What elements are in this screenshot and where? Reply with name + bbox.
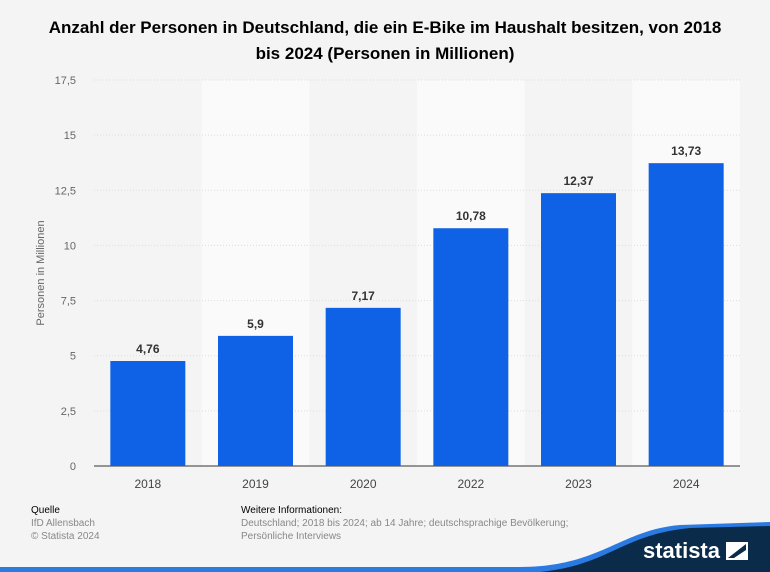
x-tick-label: 2018	[134, 477, 161, 491]
x-tick-label: 2019	[242, 477, 269, 491]
x-tick-label: 2020	[350, 477, 377, 491]
info-block: Weitere Informationen: Deutschland; 2018…	[241, 504, 568, 543]
data-label: 7,17	[351, 289, 375, 303]
bar[interactable]	[541, 193, 616, 466]
bar-chart: 0 2,5 5 7,5 10 12,5 15 17,5 Personen in Millione…	[35, 75, 740, 491]
y-tick-label: 5	[70, 351, 76, 363]
info-heading: Weitere Informationen:	[241, 505, 342, 516]
y-axis-label: Personen in Millionen	[35, 220, 47, 325]
source-text[interactable]: IfD Allensbach	[31, 518, 95, 529]
bar[interactable]	[648, 163, 724, 466]
source-heading: Quelle	[31, 505, 60, 516]
data-label: 10,78	[456, 209, 486, 223]
data-label: 13,73	[671, 144, 701, 158]
chart-title: Anzahl der Personen in Deutschland, die …	[48, 18, 722, 63]
info-line-1: Deutschland; 2018 bis 2024; ab 14 Jahre;…	[241, 518, 569, 529]
data-label: 5,9	[247, 317, 264, 331]
x-tick-label: 2023	[565, 477, 592, 491]
y-tick-label: 7,5	[61, 296, 76, 308]
info-line-2: Persönliche Interviews	[241, 531, 342, 542]
data-label: 4,76	[136, 342, 160, 356]
logo-text: statista	[642, 538, 720, 563]
bar[interactable]	[433, 228, 509, 466]
y-tick-label: 17,5	[55, 75, 76, 87]
statista-logo-icon	[726, 542, 748, 560]
y-tick-label: 2,5	[61, 406, 76, 418]
y-tick-label: 0	[70, 461, 76, 473]
x-tick-label: 2024	[673, 477, 700, 491]
y-tick-label: 15	[64, 130, 76, 142]
bar[interactable]	[110, 361, 186, 466]
copyright: © Statista 2024	[31, 531, 100, 542]
bar[interactable]	[325, 307, 401, 466]
source-block: Quelle IfD Allensbach © Statista 2024	[31, 504, 100, 543]
x-tick-label: 2022	[457, 477, 484, 491]
statista-logo[interactable]: statista	[643, 538, 748, 564]
data-label: 12,37	[563, 174, 593, 188]
bar[interactable]	[218, 335, 293, 466]
y-tick-label: 12,5	[55, 185, 76, 197]
y-tick-label: 10	[64, 240, 76, 252]
